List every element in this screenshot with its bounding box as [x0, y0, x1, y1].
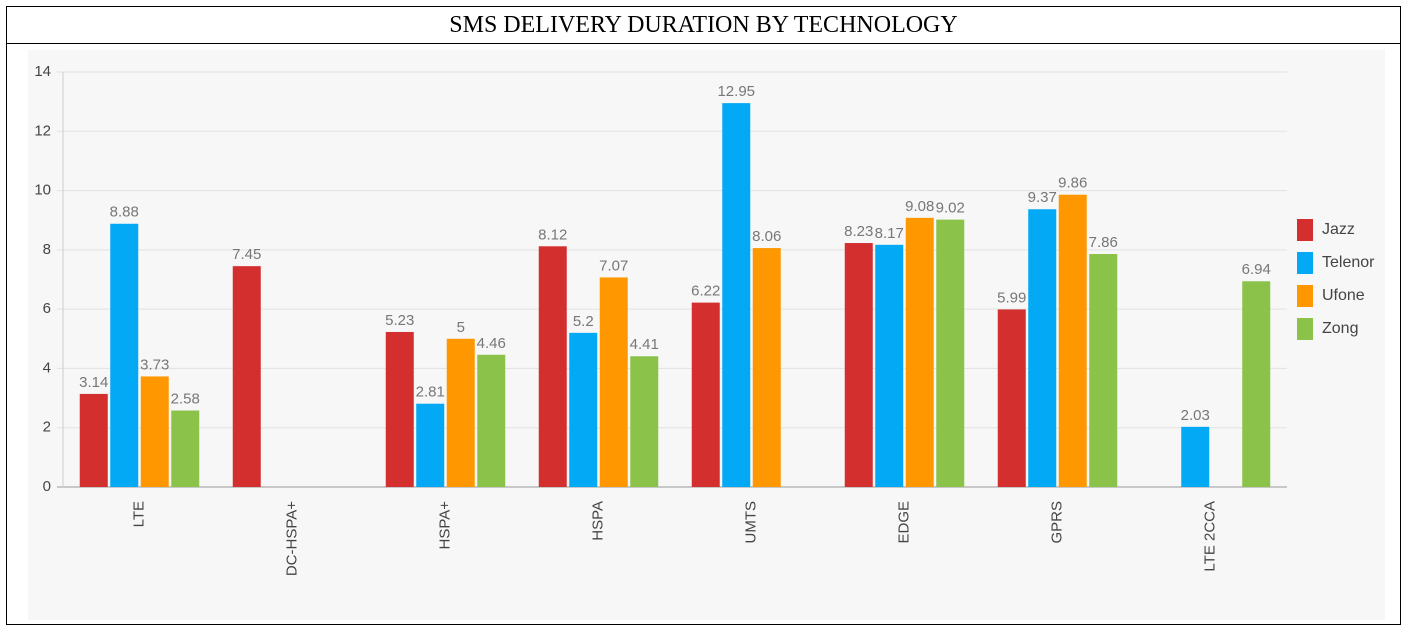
bar	[752, 248, 781, 487]
bar	[232, 266, 261, 487]
bar	[477, 354, 506, 487]
y-tick-label: 10	[34, 182, 51, 199]
bar	[1089, 254, 1118, 487]
bar	[1028, 209, 1057, 487]
y-tick-label: 4	[43, 359, 51, 376]
data-label: 6.94	[1242, 261, 1271, 278]
data-label: 7.86	[1089, 234, 1118, 251]
y-tick-label: 14	[34, 63, 51, 80]
data-label: 9.08	[905, 198, 934, 215]
data-label: 5.23	[385, 312, 414, 329]
data-label: 8.88	[110, 204, 139, 221]
data-label: 3.73	[140, 356, 169, 373]
data-label: 8.06	[752, 228, 781, 245]
y-tick-label: 2	[43, 419, 51, 436]
bar	[1058, 194, 1087, 487]
bar	[446, 338, 475, 487]
y-tick-label: 8	[43, 241, 51, 258]
data-label: 2.03	[1181, 407, 1210, 424]
data-label: 2.81	[416, 384, 445, 401]
bar	[171, 410, 200, 487]
data-label: 9.37	[1028, 189, 1057, 206]
bar	[936, 219, 965, 487]
bar	[844, 243, 873, 487]
frame: SMS DELIVERY DURATION BY TECHNOLOGY	[6, 6, 1401, 625]
data-label: 5	[457, 319, 465, 336]
legend-swatch	[1297, 252, 1313, 274]
data-label: 4.41	[630, 336, 659, 353]
bar	[110, 223, 139, 487]
bar	[140, 376, 169, 487]
bar	[385, 331, 414, 487]
legend-label: Telenor	[1322, 254, 1375, 271]
data-label: 7.07	[599, 257, 628, 274]
legend-swatch	[1297, 219, 1313, 241]
x-tick-label: HSPA	[589, 501, 606, 541]
legend-label: Jazz	[1322, 221, 1355, 238]
y-tick-label: 6	[43, 300, 51, 317]
data-label: 8.23	[844, 223, 873, 240]
bar	[416, 403, 445, 487]
data-label: 3.14	[79, 374, 108, 391]
x-tick-label: HSPA+	[436, 501, 453, 550]
y-tick-label: 0	[43, 478, 51, 495]
bar	[997, 309, 1026, 487]
data-label: 9.02	[936, 200, 965, 217]
data-label: 5.2	[573, 313, 594, 330]
data-label: 5.99	[997, 289, 1026, 306]
x-tick-label: UMTS	[742, 501, 759, 544]
x-tick-label: LTE 2CCA	[1201, 501, 1218, 572]
y-tick-label: 12	[34, 122, 51, 139]
bar	[630, 356, 659, 487]
bar	[722, 103, 751, 487]
bar	[538, 246, 567, 487]
chart-title: SMS DELIVERY DURATION BY TECHNOLOGY	[7, 7, 1400, 44]
bar	[79, 393, 108, 487]
legend-label: Zong	[1322, 320, 1358, 337]
bar	[691, 302, 720, 487]
bar	[1181, 426, 1210, 487]
data-label: 9.86	[1058, 175, 1087, 192]
data-label: 6.22	[691, 283, 720, 300]
legend-swatch	[1297, 318, 1313, 340]
bar	[905, 217, 934, 488]
bar	[875, 244, 904, 487]
data-label: 4.46	[477, 335, 506, 352]
data-label: 7.45	[232, 246, 261, 263]
bar	[569, 332, 598, 487]
bar	[599, 277, 628, 487]
data-label: 8.12	[538, 226, 567, 243]
x-tick-label: GPRS	[1048, 501, 1065, 544]
data-label: 12.95	[717, 83, 755, 100]
x-tick-label: LTE	[130, 501, 147, 527]
legend-swatch	[1297, 285, 1313, 307]
bar	[1242, 281, 1271, 487]
x-tick-label: DC-HSPA+	[283, 501, 300, 576]
x-tick-label: EDGE	[895, 501, 912, 544]
data-label: 2.58	[171, 390, 200, 407]
legend-label: Ufone	[1322, 287, 1365, 304]
data-label: 8.17	[875, 225, 904, 242]
